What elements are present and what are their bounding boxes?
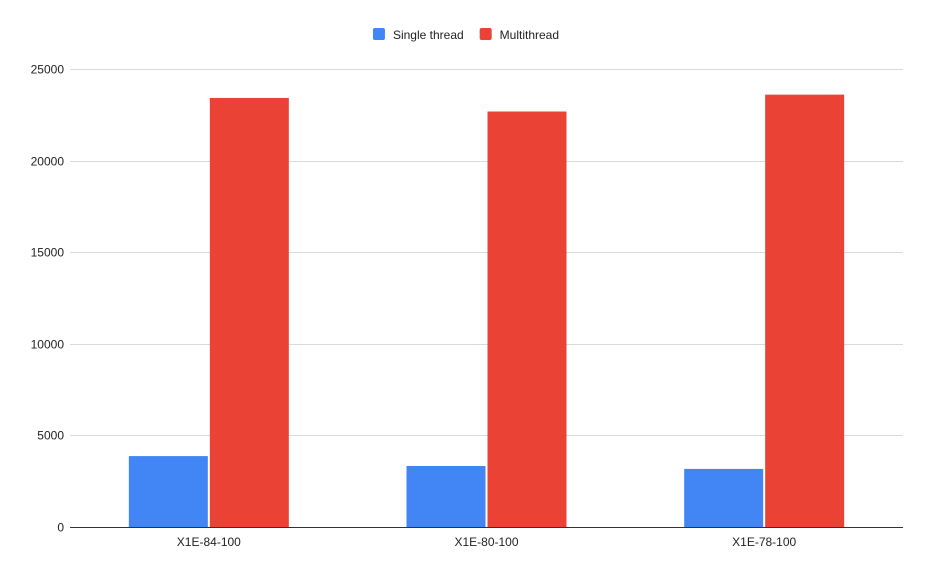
x-axis-ticks: X1E-84-100 X1E-80-100 X1E-78-100 <box>177 535 797 549</box>
x-tick-label: X1E-84-100 <box>177 535 241 549</box>
y-tick-label: 25000 <box>31 63 65 77</box>
y-tick-label: 20000 <box>31 155 65 169</box>
legend: Single thread Multithread <box>372 28 559 42</box>
legend-label: Multithread <box>500 28 559 42</box>
y-tick-label: 15000 <box>31 246 65 260</box>
legend-swatch <box>372 28 385 40</box>
y-tick-label: 0 <box>57 521 64 535</box>
legend-label: Single thread <box>393 28 464 42</box>
y-tick-label: 10000 <box>31 338 65 352</box>
bar-multithread <box>765 94 845 527</box>
x-tick-label: X1E-78-100 <box>732 535 796 549</box>
y-axis-ticks: 0 5000 10000 15000 20000 25000 <box>31 63 65 535</box>
bars <box>128 94 845 527</box>
legend-swatch <box>479 28 492 40</box>
grid <box>70 69 903 528</box>
bar-multithread <box>209 97 289 527</box>
bar-multithread <box>487 111 567 527</box>
bar-single-thread <box>684 468 764 527</box>
bar-single-thread <box>128 456 208 527</box>
x-tick-label: X1E-80-100 <box>454 535 518 549</box>
bar-single-thread <box>406 465 486 527</box>
y-tick-label: 5000 <box>37 429 64 443</box>
